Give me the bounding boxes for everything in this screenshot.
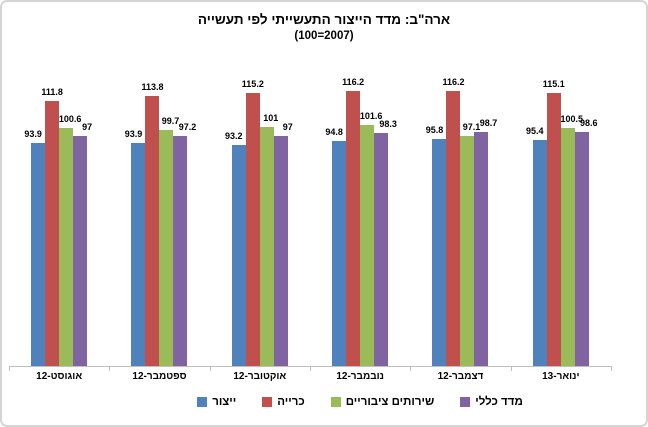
bar: 95.4 [526,126,547,366]
bar: 97.1 [460,122,480,366]
legend-swatch-icon [460,397,471,407]
value-label: 111.8 [41,87,63,97]
value-label: 99.7 [161,116,180,126]
bar: 98.6 [574,118,598,366]
value-label: 98.6 [580,118,598,128]
legend-swatch-icon [197,397,208,407]
bar: 93.2 [225,131,246,366]
axis-tick [510,366,512,371]
bar: 97 [73,122,92,366]
value-label: 100.6 [58,114,82,124]
axis-tick [410,366,412,371]
bar: 97 [273,122,293,366]
legend-label: ייצור [212,396,237,408]
chart-subtitle: (100=2007) [294,30,354,42]
value-label: 97.2 [178,122,197,132]
bar: 100.5 [561,114,583,366]
bar: 93.9 [125,129,146,366]
bar: 100.6 [59,114,81,366]
bar: 101 [259,113,278,366]
bar: 113.8 [141,82,164,366]
category-label: אוקטובר-12 [233,371,287,382]
value-label: 97 [282,122,293,132]
bar: 98.3 [374,119,397,366]
value-label: 116.2 [342,77,365,87]
value-label: 98.7 [479,118,498,128]
chart-title: ארה"ב: מדד הייצור התעשייתי לפי תעשייה [197,12,451,27]
axis-tick [9,366,10,371]
legend-item: ייצור [197,396,236,408]
axis-tick [611,366,612,371]
bar-group: 94.8 116.2 101.6 98.3 [310,71,410,366]
value-label: 97 [82,122,93,132]
bar: 95.8 [426,125,447,366]
bar-group: 93.2 115.2 101 97 [210,71,310,366]
bar-group: 93.9 113.8 99.7 97.2 [109,71,209,366]
value-label: 115.1 [542,79,565,89]
axis-tick [310,366,311,371]
bar: 99.7 [159,116,179,366]
value-label: 116.2 [442,77,465,87]
value-label: 95.8 [425,125,444,135]
bar: 115.1 [543,79,565,366]
bar: 115.2 [242,79,264,366]
category-label: נובמבר-12 [336,371,384,382]
value-label: 93.9 [24,129,42,139]
legend-item: מדד כללי [460,396,523,408]
bar: 101.6 [360,111,382,366]
legend-swatch-icon [262,397,273,407]
value-label: 95.4 [526,126,544,136]
category-axis-labels: אוגוסט-12 ספטמבר-12 אוקטובר-12 נובמבר-12 דצמ… [9,371,611,382]
bar: 93.9 [24,129,46,366]
category-label: ינואר-13 [542,371,580,382]
value-label: 97.1 [462,122,481,132]
axis-tick [109,366,111,371]
value-label: 113.8 [141,82,164,92]
bar: 98.7 [474,118,497,366]
value-label: 101 [263,113,279,123]
category-label: ספטמבר-12 [132,371,187,382]
legend-item: שירותים ציבוריים [330,396,435,408]
legend-item: כרייה [262,396,305,408]
value-label: 93.9 [124,129,143,139]
bar: 97.2 [173,122,196,366]
legend-label: שירותים ציבוריים [345,396,435,408]
category-label: אוגוסט-12 [36,371,83,382]
value-label: 98.3 [379,119,397,129]
category-label: דצמבר-12 [437,371,484,382]
bar: 111.8 [41,87,63,366]
legend: ייצור כרייה שירותים ציבוריים מדד כללי [2,396,646,408]
legend-swatch-icon [330,397,341,407]
bar-group: 95.8 116.2 97.1 98.7 [410,71,510,366]
plot-area: 93.9 111.8 100.6 97 93.9 113.8 99.7 97.2 93.2 115… [9,71,611,366]
bar: 116.2 [342,77,364,366]
legend-label: מדד כללי [475,396,523,408]
value-label: 101.6 [359,111,383,121]
axis-tick [209,366,211,371]
bar-group: 95.4 115.1 100.5 98.6 [511,71,611,366]
bar: 116.2 [442,77,464,366]
bar: 94.8 [325,127,347,366]
value-label: 100.5 [560,114,584,124]
value-label: 115.2 [241,79,264,89]
value-label: 94.8 [325,127,343,137]
bar-group: 93.9 111.8 100.6 97 [9,71,109,366]
value-label: 93.2 [225,131,243,141]
legend-label: כרייה [277,396,305,408]
